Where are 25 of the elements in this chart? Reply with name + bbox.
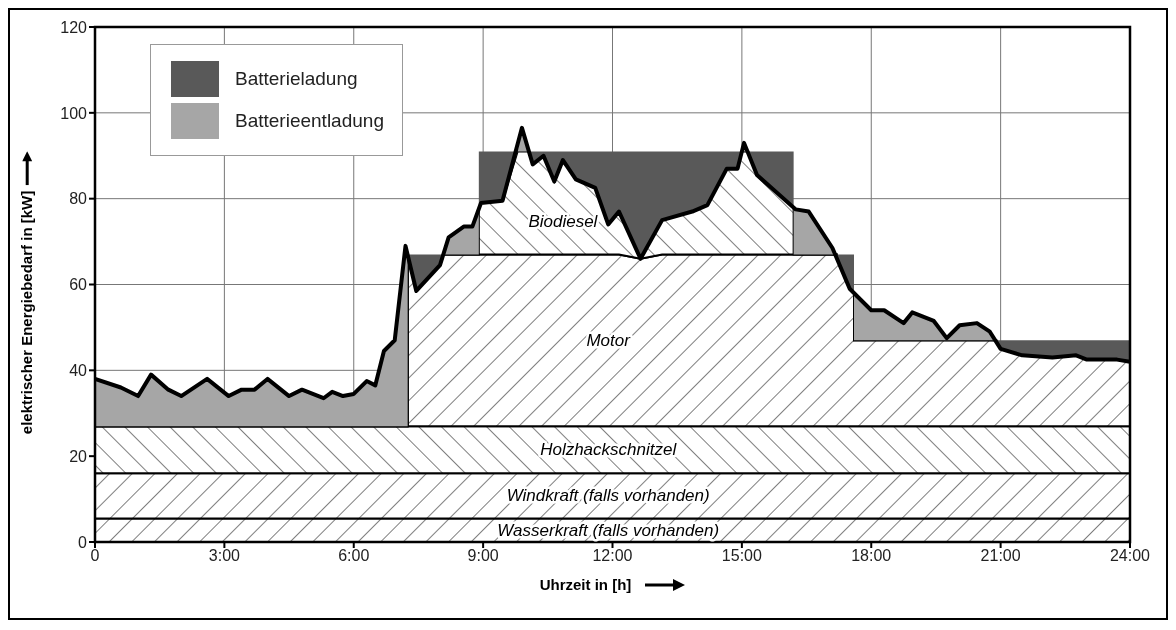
y-axis-title: elektrischer Energiebedarf in [kW] [18,190,36,435]
x-tick-label: 15:00 [721,547,762,565]
y-tick-label: 0 [78,533,88,551]
x-tick-label: 12:00 [592,547,633,565]
y-tick-label: 120 [60,18,88,36]
series-label: Wasserkraft (falls vorhanden) [497,520,720,540]
y-tick-label: 100 [60,104,88,122]
series-label: Holzhackschnitzel [540,440,678,460]
x-tick-label: 18:00 [851,547,892,565]
x-tick-label: 24:00 [1109,547,1151,565]
y-tick-label: 60 [69,276,88,294]
x-tick-label: 21:00 [980,547,1021,565]
y-tick-label: 80 [69,190,88,208]
x-tick-label: 3:00 [208,547,241,565]
legend-label: Batterieentladung [235,110,384,132]
series-label: Motor [586,330,632,350]
y-tick-label: 40 [69,362,88,380]
x-tick-label: 0 [90,547,100,565]
legend-label: Batterieladung [235,68,358,90]
x-axis-title: Uhrzeit in [h] [539,576,632,593]
x-tick-label: 9:00 [467,547,499,565]
x-tick-label: 6:00 [338,547,370,565]
series-label: Biodiesel [528,211,599,231]
y-tick-label: 20 [69,447,88,465]
series-label: Windkraft (falls vorhanden) [506,486,710,506]
